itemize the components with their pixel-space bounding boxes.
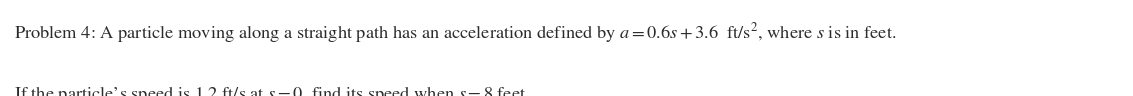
- Text: Problem 4: A particle moving along a straight path has an acceleration defined b: Problem 4: A particle moving along a str…: [14, 21, 896, 45]
- Text: If the particle’s speed is 1.2 ft/s at $s = 0$, find its speed when $s = 8$ feet: If the particle’s speed is 1.2 ft/s at $…: [14, 84, 529, 96]
